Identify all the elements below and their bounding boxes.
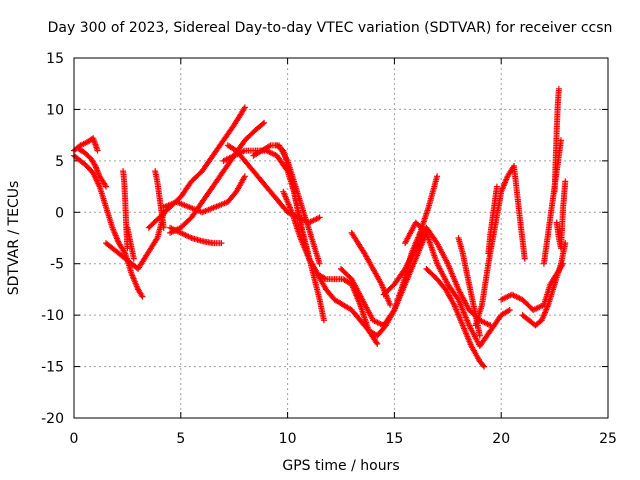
data-point-markers xyxy=(498,260,567,313)
data-point-markers xyxy=(553,178,569,252)
y-tick-label: 10 xyxy=(46,102,64,118)
series-arc24 xyxy=(485,183,500,257)
y-tick-label: -10 xyxy=(41,308,64,324)
data-point-markers xyxy=(160,173,248,216)
data-point-markers xyxy=(124,224,137,262)
y-tick-label: 5 xyxy=(55,154,64,170)
y-tick-label: -15 xyxy=(41,360,64,376)
data-point-markers xyxy=(75,145,109,190)
data-point-markers xyxy=(423,265,488,370)
x-axis-label: GPS time / hours xyxy=(282,458,399,474)
series-arc15 xyxy=(273,142,381,347)
series-arc29 xyxy=(553,178,569,252)
y-axis-label: SDTVAR / TECUs xyxy=(6,181,22,296)
series-arc9 xyxy=(167,119,268,236)
x-tick-label: 5 xyxy=(176,431,185,447)
data-point-markers xyxy=(485,183,500,257)
series-arc20 xyxy=(402,219,513,349)
series-arc17 xyxy=(338,229,430,329)
y-tick-label: -20 xyxy=(41,411,64,427)
data-point-markers xyxy=(402,219,513,349)
data-point-markers xyxy=(551,85,562,195)
plot-area xyxy=(71,85,569,370)
data-point-markers xyxy=(519,240,569,329)
data-point-markers xyxy=(167,224,225,247)
series-arc18 xyxy=(348,229,394,308)
series-arc23 xyxy=(472,163,528,329)
series-arc2 xyxy=(71,152,146,300)
ticks: 0 5 10 15 20 25 -20 -15 -10 -5 0 5 10 15 xyxy=(41,51,617,447)
series-arc1 xyxy=(71,135,101,154)
data-point-markers xyxy=(71,152,146,300)
data-point-markers xyxy=(338,229,430,329)
series-arc25 xyxy=(498,260,567,313)
x-tick-label: 25 xyxy=(599,431,617,447)
plot-frame xyxy=(73,57,609,419)
series-arc26 xyxy=(519,240,569,329)
data-point-markers xyxy=(348,229,394,308)
series-arc6 xyxy=(124,224,137,262)
x-tick-label: 15 xyxy=(385,431,403,447)
y-tick-label: -5 xyxy=(50,257,64,273)
data-point-markers xyxy=(71,135,101,154)
series-arc28 xyxy=(551,85,562,195)
data-point-markers xyxy=(273,142,381,347)
data-point-markers xyxy=(167,119,268,236)
series-arc3 xyxy=(75,145,109,190)
y-tick-label: 0 xyxy=(55,205,64,221)
series-arc11 xyxy=(160,173,248,216)
series-arc21 xyxy=(423,265,488,370)
data-point-markers xyxy=(472,163,528,329)
x-tick-label: 10 xyxy=(279,431,297,447)
x-tick-label: 0 xyxy=(70,431,79,447)
grid xyxy=(74,58,608,418)
y-tick-label: 15 xyxy=(46,51,64,67)
chart-title: Day 300 of 2023, Sidereal Day-to-day VTE… xyxy=(48,20,613,36)
x-tick-label: 20 xyxy=(492,431,510,447)
series-arc10 xyxy=(167,224,225,247)
